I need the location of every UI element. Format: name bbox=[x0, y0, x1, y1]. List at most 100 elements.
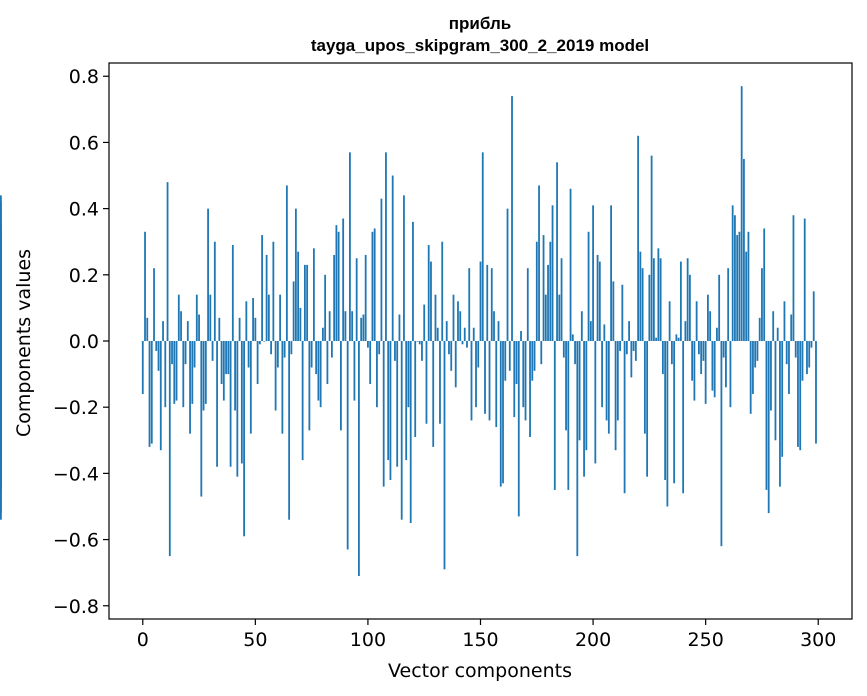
bar bbox=[551, 205, 554, 341]
bar bbox=[745, 251, 748, 341]
bar bbox=[684, 321, 687, 341]
bar bbox=[360, 317, 363, 341]
bar bbox=[358, 341, 360, 576]
bar bbox=[781, 341, 784, 457]
bar bbox=[452, 294, 455, 341]
bar bbox=[157, 341, 160, 371]
bar bbox=[679, 261, 682, 341]
bar bbox=[373, 228, 376, 341]
bar bbox=[772, 311, 775, 341]
bar bbox=[231, 245, 234, 341]
bar bbox=[461, 341, 464, 345]
bar bbox=[432, 341, 435, 447]
bar bbox=[682, 341, 685, 494]
bar bbox=[632, 341, 635, 351]
bar bbox=[243, 341, 245, 537]
bar bbox=[574, 341, 576, 365]
bar bbox=[810, 341, 813, 348]
bar bbox=[747, 231, 750, 341]
bar bbox=[376, 341, 378, 408]
bar bbox=[182, 341, 185, 408]
bar bbox=[418, 341, 421, 345]
bar bbox=[425, 341, 428, 424]
bar bbox=[448, 341, 450, 355]
bar bbox=[364, 254, 367, 341]
bar bbox=[351, 311, 354, 341]
bar bbox=[529, 341, 531, 437]
bar bbox=[290, 341, 293, 355]
bar bbox=[794, 341, 797, 358]
bar bbox=[454, 341, 457, 388]
bar bbox=[815, 341, 817, 444]
bar bbox=[520, 331, 522, 341]
bar bbox=[362, 314, 365, 341]
bar bbox=[274, 341, 277, 411]
bar bbox=[270, 341, 273, 355]
bar bbox=[558, 294, 561, 341]
bar bbox=[484, 341, 486, 414]
bar bbox=[184, 341, 187, 365]
x-tick-label: 250 bbox=[688, 629, 724, 651]
bar bbox=[749, 341, 752, 414]
bar bbox=[664, 341, 667, 480]
bar bbox=[691, 341, 694, 381]
bar bbox=[146, 317, 149, 341]
bar bbox=[628, 321, 630, 341]
bar bbox=[159, 341, 162, 451]
bar bbox=[315, 341, 318, 375]
bar bbox=[592, 205, 594, 341]
bar bbox=[725, 341, 727, 388]
bar bbox=[177, 294, 180, 341]
bar bbox=[594, 341, 597, 464]
bar bbox=[803, 218, 806, 341]
bar bbox=[542, 235, 545, 341]
bar bbox=[403, 195, 405, 341]
bar bbox=[148, 341, 151, 447]
bar bbox=[301, 341, 304, 461]
bar bbox=[400, 341, 403, 520]
bar bbox=[533, 341, 536, 371]
bar bbox=[303, 264, 306, 341]
bar bbox=[587, 231, 590, 341]
x-axis-label: Vector components bbox=[388, 660, 572, 682]
bar bbox=[234, 341, 236, 411]
bar bbox=[583, 341, 585, 477]
bar bbox=[526, 268, 529, 341]
bar bbox=[202, 341, 205, 411]
bar bbox=[718, 274, 721, 341]
bar bbox=[468, 268, 471, 341]
bar bbox=[603, 324, 606, 341]
bar bbox=[155, 341, 158, 351]
bar bbox=[511, 96, 513, 341]
bar bbox=[421, 341, 423, 361]
bar bbox=[547, 264, 549, 341]
bar bbox=[150, 341, 153, 444]
bar bbox=[711, 341, 714, 391]
chart-title: прибль bbox=[449, 14, 511, 33]
bar bbox=[240, 341, 243, 464]
bar bbox=[648, 274, 651, 341]
bar bbox=[641, 268, 644, 341]
bar bbox=[342, 218, 345, 341]
bar bbox=[200, 341, 203, 497]
bar bbox=[204, 341, 207, 404]
x-axis-ticks: 0 50 100 150 200 250 300 bbox=[137, 619, 836, 651]
bar bbox=[272, 241, 275, 341]
bar bbox=[610, 205, 612, 341]
bar bbox=[283, 341, 286, 358]
bar bbox=[508, 341, 511, 371]
bar bbox=[346, 341, 349, 550]
bar bbox=[247, 341, 250, 368]
bar bbox=[625, 341, 628, 355]
bar bbox=[355, 258, 358, 341]
bar bbox=[164, 341, 167, 408]
bar bbox=[736, 235, 739, 341]
y-tick-label: 0.4 bbox=[69, 199, 99, 221]
bar bbox=[389, 341, 392, 480]
bar bbox=[598, 261, 601, 341]
bar bbox=[310, 341, 313, 368]
bar bbox=[261, 235, 263, 341]
bar bbox=[779, 341, 781, 487]
bar bbox=[0, 341, 2, 355]
bar bbox=[657, 248, 660, 341]
